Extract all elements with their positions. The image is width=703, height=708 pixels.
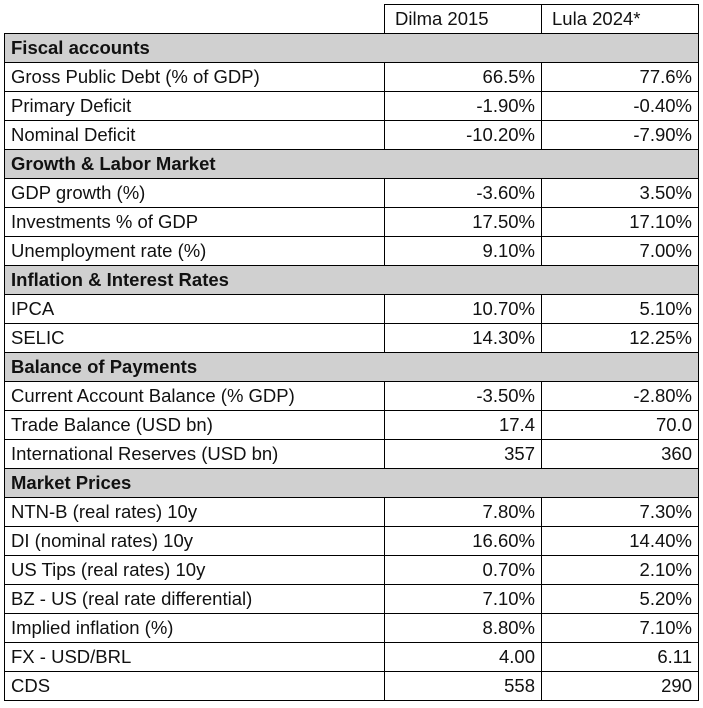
dilma-value: -3.50% bbox=[384, 381, 542, 411]
lula-value: 14.40% bbox=[541, 526, 699, 556]
table-row: NTN-B (real rates) 10y 7.80% 7.30% bbox=[4, 497, 699, 527]
section-title: Market Prices bbox=[4, 468, 699, 498]
table-row: US Tips (real rates) 10y 0.70% 2.10% bbox=[4, 555, 699, 585]
row-label: IPCA bbox=[4, 294, 385, 324]
section-header-row: Inflation & Interest Rates bbox=[4, 265, 699, 295]
lula-value: -2.80% bbox=[541, 381, 699, 411]
row-label: NTN-B (real rates) 10y bbox=[4, 497, 385, 527]
lula-value: 2.10% bbox=[541, 555, 699, 585]
lula-value: -0.40% bbox=[541, 91, 699, 121]
lula-value: 17.10% bbox=[541, 207, 699, 237]
dilma-value: 10.70% bbox=[384, 294, 542, 324]
table-row: International Reserves (USD bn) 357 360 bbox=[4, 439, 699, 469]
row-label: Investments % of GDP bbox=[4, 207, 385, 237]
lula-value: 12.25% bbox=[541, 323, 699, 353]
table-row: Investments % of GDP 17.50% 17.10% bbox=[4, 207, 699, 237]
dilma-value: 4.00 bbox=[384, 642, 542, 672]
row-label: GDP growth (%) bbox=[4, 178, 385, 208]
lula-value: 6.11 bbox=[541, 642, 699, 672]
dilma-value: 17.4 bbox=[384, 410, 542, 440]
row-label: International Reserves (USD bn) bbox=[4, 439, 385, 469]
table-row: IPCA 10.70% 5.10% bbox=[4, 294, 699, 324]
row-label: DI (nominal rates) 10y bbox=[4, 526, 385, 556]
table-row: Unemployment rate (%) 9.10% 7.00% bbox=[4, 236, 699, 266]
dilma-value: -3.60% bbox=[384, 178, 542, 208]
section-title: Fiscal accounts bbox=[4, 33, 699, 63]
section-header-row: Balance of Payments bbox=[4, 352, 699, 382]
lula-value: 77.6% bbox=[541, 62, 699, 92]
table-row: CDS 558 290 bbox=[4, 671, 699, 701]
table-row: GDP growth (%) -3.60% 3.50% bbox=[4, 178, 699, 208]
section-title: Inflation & Interest Rates bbox=[4, 265, 699, 295]
dilma-value: 7.80% bbox=[384, 497, 542, 527]
row-label: US Tips (real rates) 10y bbox=[4, 555, 385, 585]
dilma-value: 357 bbox=[384, 439, 542, 469]
dilma-value: 558 bbox=[384, 671, 542, 701]
dilma-value: -10.20% bbox=[384, 120, 542, 150]
row-label: CDS bbox=[4, 671, 385, 701]
lula-value: 7.10% bbox=[541, 613, 699, 643]
comparison-table: Dilma 2015 Lula 2024* Fiscal accounts Gro… bbox=[4, 4, 699, 701]
row-label: SELIC bbox=[4, 323, 385, 353]
table-row: DI (nominal rates) 10y 16.60% 14.40% bbox=[4, 526, 699, 556]
row-label: FX - USD/BRL bbox=[4, 642, 385, 672]
dilma-value: 9.10% bbox=[384, 236, 542, 266]
dilma-value: 8.80% bbox=[384, 613, 542, 643]
table-row: Nominal Deficit -10.20% -7.90% bbox=[4, 120, 699, 150]
table-row: Primary Deficit -1.90% -0.40% bbox=[4, 91, 699, 121]
dilma-value: 7.10% bbox=[384, 584, 542, 614]
dilma-value: 0.70% bbox=[384, 555, 542, 585]
dilma-value: 66.5% bbox=[384, 62, 542, 92]
section-title: Growth & Labor Market bbox=[4, 149, 699, 179]
lula-value: 5.10% bbox=[541, 294, 699, 324]
header-blank-cell bbox=[4, 4, 385, 34]
section-title: Balance of Payments bbox=[4, 352, 699, 382]
row-label: Unemployment rate (%) bbox=[4, 236, 385, 266]
lula-value: 70.0 bbox=[541, 410, 699, 440]
dilma-value: 17.50% bbox=[384, 207, 542, 237]
row-label: Implied inflation (%) bbox=[4, 613, 385, 643]
table-row: SELIC 14.30% 12.25% bbox=[4, 323, 699, 353]
table-row: Implied inflation (%) 8.80% 7.10% bbox=[4, 613, 699, 643]
lula-value: 5.20% bbox=[541, 584, 699, 614]
lula-value: 7.30% bbox=[541, 497, 699, 527]
lula-value: 360 bbox=[541, 439, 699, 469]
row-label: Gross Public Debt (% of GDP) bbox=[4, 62, 385, 92]
row-label: BZ - US (real rate differential) bbox=[4, 584, 385, 614]
section-header-row: Market Prices bbox=[4, 468, 699, 498]
row-label: Current Account Balance (% GDP) bbox=[4, 381, 385, 411]
column-header-lula: Lula 2024* bbox=[541, 4, 699, 34]
section-header-row: Growth & Labor Market bbox=[4, 149, 699, 179]
header-row: Dilma 2015 Lula 2024* bbox=[4, 4, 699, 34]
row-label: Trade Balance (USD bn) bbox=[4, 410, 385, 440]
dilma-value: -1.90% bbox=[384, 91, 542, 121]
column-header-dilma: Dilma 2015 bbox=[384, 4, 542, 34]
row-label: Primary Deficit bbox=[4, 91, 385, 121]
table-body: Dilma 2015 Lula 2024* Fiscal accounts Gro… bbox=[4, 4, 699, 701]
row-label: Nominal Deficit bbox=[4, 120, 385, 150]
table-row: Current Account Balance (% GDP) -3.50% -2.… bbox=[4, 381, 699, 411]
table-row: FX - USD/BRL 4.00 6.11 bbox=[4, 642, 699, 672]
lula-value: -7.90% bbox=[541, 120, 699, 150]
table-row: BZ - US (real rate differential) 7.10% 5.2… bbox=[4, 584, 699, 614]
table-row: Trade Balance (USD bn) 17.4 70.0 bbox=[4, 410, 699, 440]
table-row: Gross Public Debt (% of GDP) 66.5% 77.6% bbox=[4, 62, 699, 92]
section-header-row: Fiscal accounts bbox=[4, 33, 699, 63]
dilma-value: 14.30% bbox=[384, 323, 542, 353]
lula-value: 3.50% bbox=[541, 178, 699, 208]
lula-value: 7.00% bbox=[541, 236, 699, 266]
lula-value: 290 bbox=[541, 671, 699, 701]
dilma-value: 16.60% bbox=[384, 526, 542, 556]
